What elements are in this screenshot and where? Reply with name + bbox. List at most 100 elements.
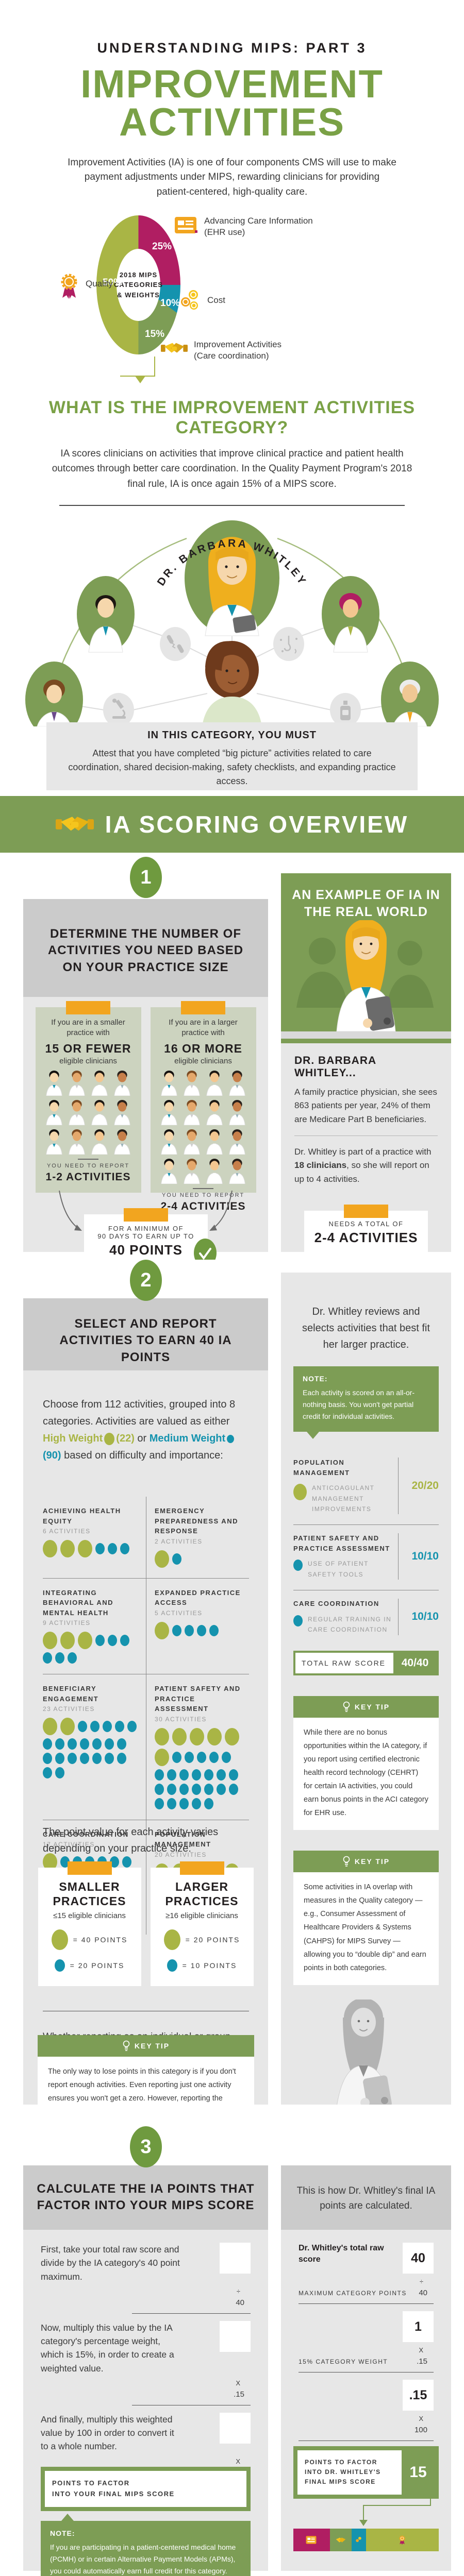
- practice-note-post: , so she will report on up to 4 activiti…: [294, 1160, 429, 1184]
- medium-weight-dot: [78, 1721, 87, 1732]
- step2-heading-band: SELECT AND REPORT ACTIVITIES TO EARN 40 …: [23, 1298, 268, 1370]
- medium-weight-dot: [43, 1753, 52, 1764]
- medium-weight-dot: [90, 1721, 100, 1732]
- practice-note-bold: 18 clinicians: [294, 1160, 347, 1171]
- activity-score: 10/10: [398, 1599, 439, 1635]
- step1-left-panel: DETERMINE THE NUMBER OF ACTIVITIES YOU N…: [23, 899, 268, 1267]
- medium-weight-dot: [103, 1721, 112, 1732]
- clinician-figure: [206, 1070, 223, 1096]
- what-is-heading: WHAT IS THE IMPROVEMENT ACTIVITIES CATEG…: [48, 398, 416, 437]
- pcmh-note: NOTE: If you are participating in a pati…: [41, 2514, 251, 2576]
- value-box: [220, 2320, 251, 2352]
- medium-weight-dot: [167, 1959, 177, 1972]
- divider: [132, 2313, 251, 2314]
- cost-segment: [351, 2529, 366, 2551]
- clinician-figure: [69, 1099, 85, 1125]
- key-tip-body: While there are no bonus opportunities w…: [304, 1728, 428, 1818]
- operator: ÷: [419, 2278, 423, 2285]
- medium-weight-dot: [92, 1738, 102, 1750]
- intro-pre: Choose from 112 activities, grouped into…: [43, 1399, 236, 1427]
- donut-center-line1: 2018 MIPS: [119, 270, 158, 279]
- medium-weight-dot: [209, 1624, 219, 1636]
- category-row: BENEFICIARY ENGAGEMENT 23 ACTIVITIES PAT…: [43, 1674, 249, 1820]
- step2-number-badge: 2: [130, 1260, 162, 1301]
- calc-row-weight: Now, multiply this value by the IA categ…: [41, 2320, 251, 2405]
- needs-note-value: 2-4 ACTIVITIES: [314, 1230, 418, 1245]
- intro-post: based on difficulty and importance:: [61, 1450, 223, 1461]
- operand: .15: [417, 2357, 427, 2366]
- calc-row-weighted: 1 X 15% CATEGORY WEIGHT .15: [299, 2311, 434, 2372]
- donut-center-line2: CATEGORIES: [113, 281, 163, 289]
- step2-section: 2 SELECT AND REPORT ACTIVITIES TO EARN 4…: [0, 1260, 464, 2156]
- intro-paragraph: Improvement Activities (IA) is one of fo…: [68, 157, 396, 197]
- medium-weight-dot: [92, 1753, 102, 1764]
- clinician-figure: [229, 1129, 245, 1155]
- clinician-figure: [161, 1129, 177, 1155]
- slice-label-quality: 50%: [103, 277, 123, 288]
- step2-right-panel: Dr. Whitley reviews and selects activiti…: [281, 1273, 451, 2131]
- larger-card-size: 16 OR MORE: [164, 1041, 242, 1055]
- tape-decoration: [181, 1001, 225, 1014]
- quality-ribbon-icon: [399, 2535, 406, 2545]
- legend-aci: Advancing Care Information (EHR use): [174, 215, 313, 238]
- medium-weight-dot: [185, 1751, 194, 1763]
- legend-ia-line1: Improvement Activities: [194, 340, 282, 349]
- step3-heading: CALCULATE THE IA POINTS THAT FACTOR INTO…: [37, 2182, 255, 2213]
- high-weight-dot: [190, 1727, 204, 1745]
- larger-card-intro: If you are in a larger practice with: [169, 1018, 238, 1038]
- category-beneficiary-engagement: BENEFICIARY ENGAGEMENT 23 ACTIVITIES: [43, 1674, 146, 1820]
- operand: 40: [419, 2289, 427, 2297]
- high-weight-dot: [104, 1432, 115, 1445]
- tape-decoration: [124, 1208, 168, 1222]
- clinician-figure: [114, 1070, 130, 1096]
- medium-weight-dot: [204, 1798, 213, 1809]
- step1-heading-band: DETERMINE THE NUMBER OF ACTIVITIES YOU N…: [23, 899, 268, 997]
- medium-weight-dot: [192, 1783, 201, 1795]
- high-weight-dot: [43, 1718, 57, 1735]
- microscope-icon: [103, 693, 134, 726]
- weight-dots: [43, 1632, 138, 1664]
- coins-icon: [181, 290, 198, 310]
- legend-aci-line2: (EHR use): [204, 227, 245, 238]
- clinician-figure: [184, 1099, 200, 1125]
- high-weight-dot: [163, 1929, 180, 1951]
- weight-dots: [155, 1621, 243, 1639]
- final-ia-points: 15: [409, 2463, 427, 2481]
- medium-weight-dot: [55, 1767, 64, 1778]
- step2-intro: Choose from 112 activities, grouped into…: [43, 1396, 249, 1464]
- medium-weight-dot: [197, 1624, 206, 1636]
- medium-weight-dot: [172, 1751, 181, 1763]
- lightbulb-icon: [123, 2040, 130, 2051]
- all-or-nothing-note: NOTE: Each activity is scored on an all-…: [293, 1366, 439, 1439]
- total-raw-score-bar: TOTAL RAW SCORE 40/40: [293, 1650, 439, 1675]
- clinician-figure: [114, 1099, 130, 1125]
- key-tip-header: KEY TIP: [293, 1696, 439, 1718]
- high-weight-dot: [155, 1748, 169, 1766]
- high-weight-label: High Weight: [43, 1433, 103, 1444]
- what-is-body: IA scores clinicians on activities that …: [52, 448, 412, 489]
- clinician-figure: [91, 1070, 108, 1096]
- legend-ia-label: Improvement Activities (Care coordinatio…: [194, 339, 281, 362]
- report-label: YOU NEED TO REPORT: [161, 1192, 245, 1198]
- doctor-name: DR. BARBARA WHITLEY...: [294, 1055, 376, 1079]
- viewer-monitor-illustration: 15: [0, 2571, 232, 2576]
- medium-weight-dot: [167, 1783, 176, 1795]
- high-weight-dot: [155, 1550, 169, 1568]
- calc-row-divide: First, take your total raw score and div…: [41, 2243, 251, 2314]
- care-network-illustration: DR. BARBARA WHITLEY: [25, 520, 439, 726]
- value-box: 1: [403, 2311, 434, 2342]
- value-box: 40: [403, 2243, 434, 2274]
- larger-practices-points-card: LARGER PRACTICES ≥16 eligible clinicians…: [150, 1861, 254, 1986]
- scoring-overview-banner: IA SCORING OVERVIEW: [0, 796, 464, 853]
- hand-grip-icon: [160, 627, 191, 661]
- high-weight-dot: [293, 1484, 307, 1501]
- dr-whitley-illustration: [281, 919, 451, 1039]
- key-tip-box: KEY TIP While there are no bonus opportu…: [293, 1696, 439, 1831]
- step1-number-badge: 1: [130, 857, 162, 898]
- medium-weight-dot: [197, 1751, 206, 1763]
- larger-practice-card: If you are in a larger practice with 16 …: [150, 1001, 256, 1212]
- value-box: [220, 2412, 251, 2444]
- high-weight-dot: [78, 1632, 92, 1649]
- legend-quality: Quality: [58, 272, 113, 300]
